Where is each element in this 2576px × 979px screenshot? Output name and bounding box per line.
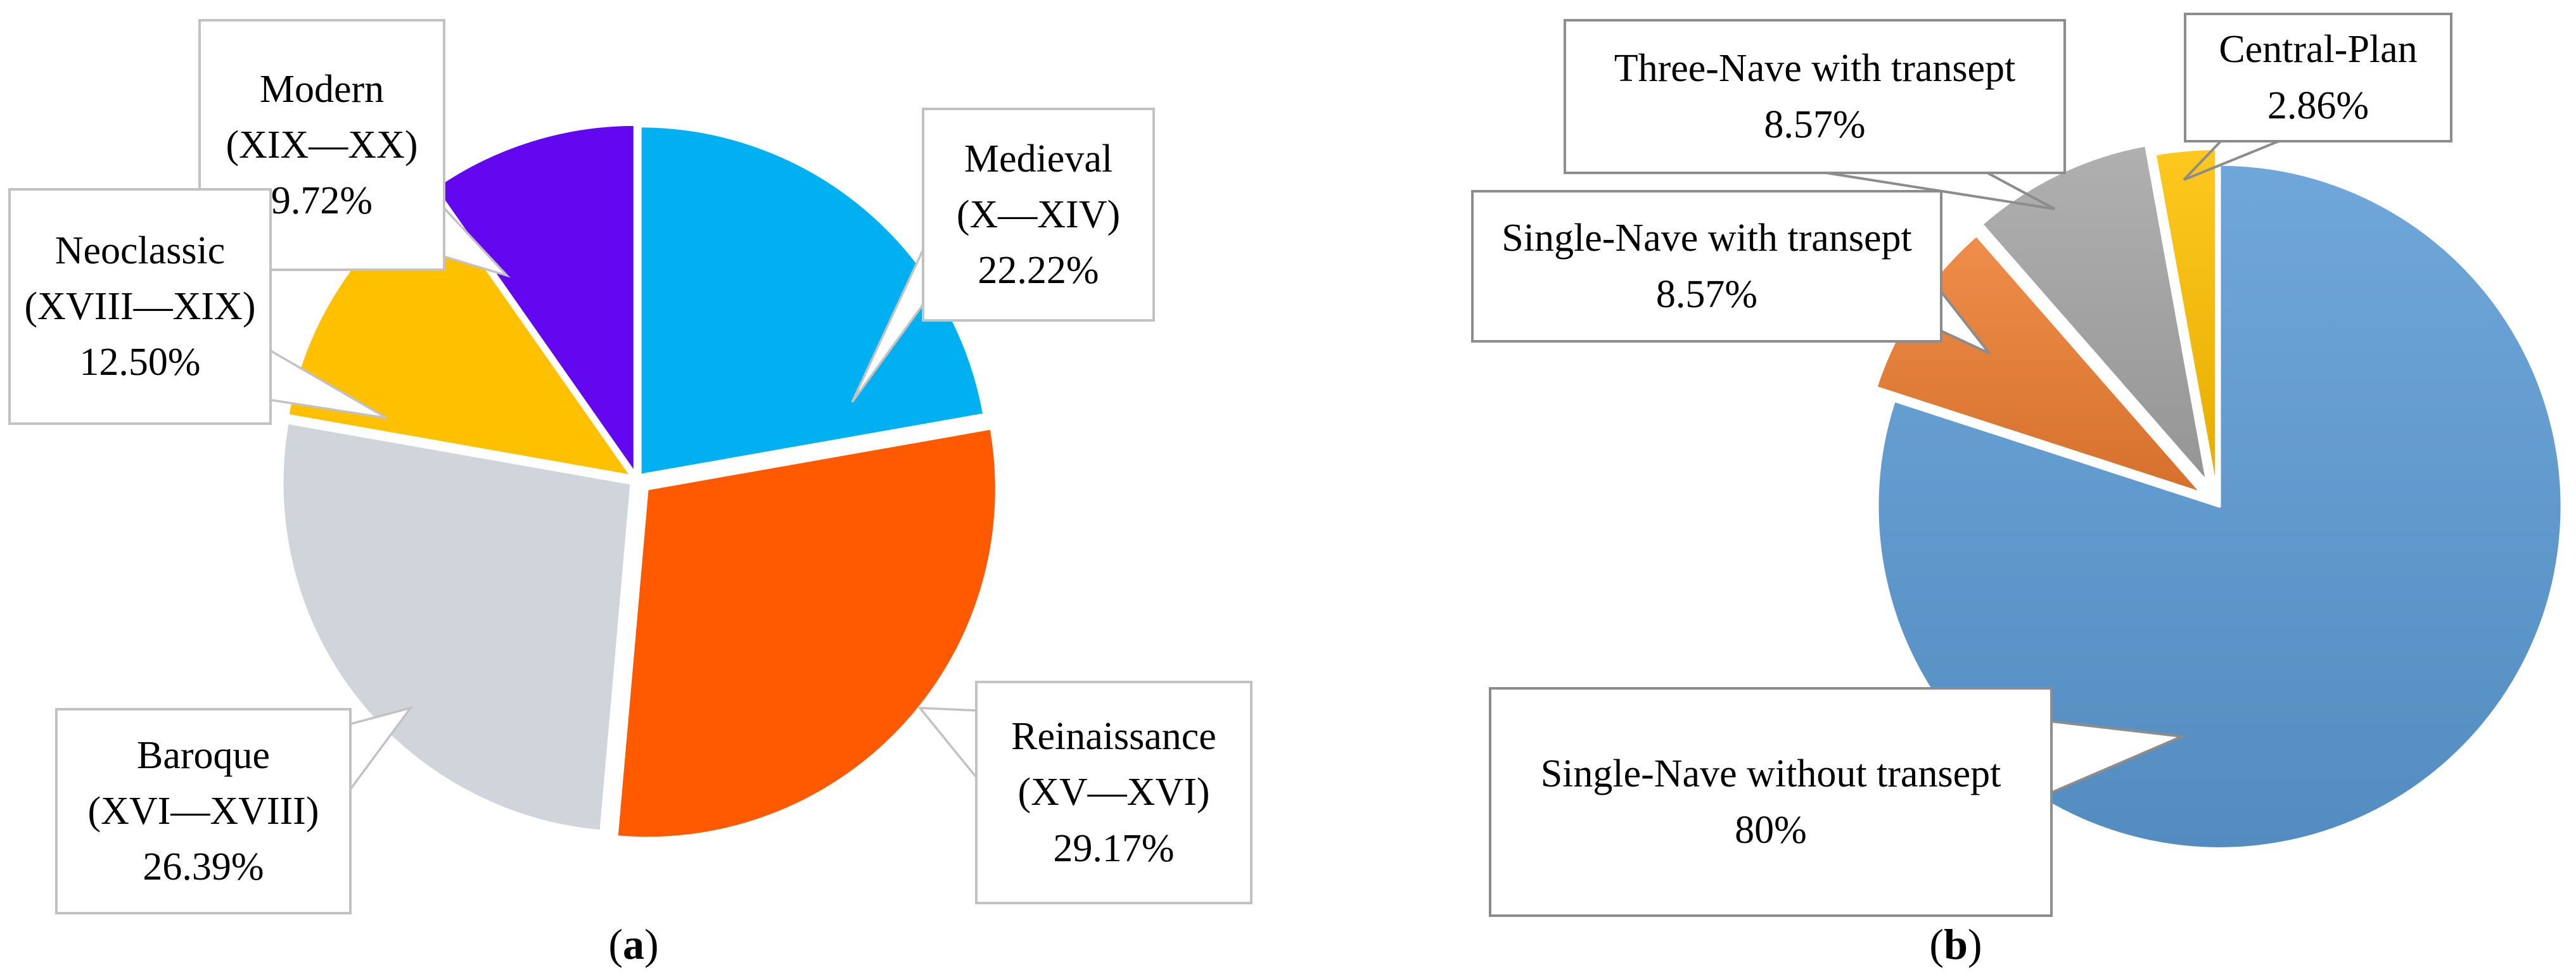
pie-slice-single-nave-without-transept — [1876, 163, 2563, 850]
pie-slice-central-plan — [2153, 148, 2218, 493]
callout-label: Single-Nave without transept — [1540, 752, 2001, 796]
callout-neoclassic: Neoclassic (XVIII—XIX) 12.50% — [8, 188, 272, 425]
callout-central-plan: Central-Plan 2.86% — [2184, 13, 2452, 142]
pie-slice-modern — [433, 122, 637, 476]
callout-pct: 8.57% — [1764, 103, 1866, 146]
callout-pointer-lines — [1797, 167, 2055, 210]
callout-label: Neoclassic — [54, 229, 226, 272]
caption-close-paren: ) — [644, 920, 659, 968]
caption-a: (a) — [608, 919, 658, 970]
pie-slice-reinaissance — [615, 426, 998, 840]
callout-pct: 12.50% — [79, 341, 201, 384]
callout-three-nave-with-transept: Three-Nave with transept 8.57% — [1564, 19, 2066, 174]
callout-label: Reinaissance — [1011, 715, 1216, 759]
callout-pointer-wedge — [343, 706, 414, 802]
callout-label: Central-Plan — [2219, 28, 2418, 72]
callout-pct: 80% — [1735, 808, 1807, 852]
callout-label: Medieval — [964, 137, 1113, 180]
caption-open-paren: ( — [608, 920, 623, 968]
pie-b-slices — [1875, 144, 2563, 850]
callout-label: Three-Nave with transept — [1614, 47, 2016, 91]
callout-single-nave-without-transept: Single-Nave without transept 80% — [1489, 687, 2053, 917]
callout-pct: 8.57% — [1655, 272, 1758, 316]
callout-pct: 2.86% — [2267, 84, 2369, 127]
callout-label: Baroque — [136, 733, 271, 777]
callout-single-nave-with-transept: Single-Nave with transept 8.57% — [1471, 190, 1942, 343]
callout-range: (XIX—XX) — [226, 123, 418, 167]
pie-slice-baroque — [280, 420, 634, 833]
callout-reinaissance: Reinaissance (XV—XVI) 29.17% — [975, 681, 1253, 904]
callout-pct: 26.39% — [143, 845, 264, 889]
caption-letter: a — [623, 920, 644, 968]
callout-pct: 22.22% — [978, 249, 1099, 293]
callout-label: Modern — [259, 67, 385, 111]
callout-pointer-lines — [2183, 136, 2290, 181]
callout-pointer-wedge — [917, 707, 979, 782]
caption-close-paren: ) — [1967, 920, 1982, 968]
caption-letter: b — [1944, 920, 1968, 968]
callout-range: (XVI—XVIII) — [87, 789, 319, 833]
callout-range: (X—XIV) — [956, 193, 1121, 236]
callout-pct: 29.17% — [1053, 826, 1175, 870]
callout-range: (XVIII—XIX) — [24, 284, 256, 328]
caption-open-paren: ( — [1929, 920, 1944, 968]
callout-tails — [263, 136, 2290, 802]
callout-baroque: Baroque (XVI—XVIII) 26.39% — [55, 708, 352, 914]
pie-a-slices — [280, 122, 998, 840]
callout-label: Single-Nave with transept — [1502, 217, 1912, 260]
pie-slice-medieval — [638, 124, 986, 477]
callout-medieval: Medieval (X—XIV) 22.22% — [922, 108, 1155, 322]
callout-range: (XV—XVI) — [1017, 771, 1210, 814]
callout-pct: 9.72% — [271, 179, 373, 223]
caption-b: (b) — [1929, 919, 1982, 970]
